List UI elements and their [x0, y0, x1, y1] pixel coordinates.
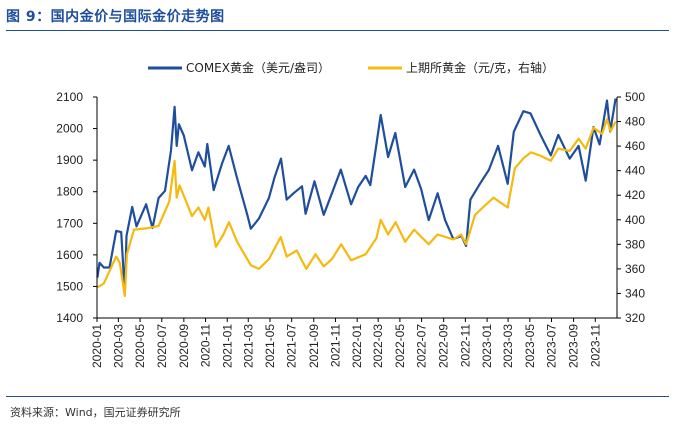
y-left-tick-label: 1700 — [56, 216, 83, 230]
x-tick-label: 2023-03 — [501, 324, 515, 368]
source-rule — [6, 396, 669, 397]
y-left-tick-label: 2000 — [56, 122, 83, 136]
shfe-gold-line — [96, 118, 617, 297]
x-tick-label: 2022-03 — [371, 324, 385, 368]
y-right-tick-label: 460 — [625, 139, 645, 153]
comex-gold-line — [96, 98, 617, 295]
y-right-tick-label: 380 — [625, 237, 645, 251]
x-tick-label: 2021-09 — [307, 324, 321, 368]
axes: 1400 1500 1600 1700 1800 1900 2000 2100 320 340 36… — [56, 90, 645, 368]
x-tick-label: 2021-01 — [220, 324, 234, 368]
y-left-tick-label: 1800 — [56, 185, 83, 199]
y-right-tick-label: 400 — [625, 213, 645, 227]
y-left-tick-label: 1400 — [56, 311, 83, 325]
y-right-tick-label: 340 — [625, 286, 645, 300]
x-tick-label: 2021-07 — [285, 324, 299, 368]
x-tick-label: 2020-07 — [155, 324, 169, 368]
x-tick-label: 2022-09 — [437, 324, 451, 368]
y-left-tick-label: 1500 — [56, 279, 83, 293]
line-chart: COMEX黄金（美元/盎司） 上期所黄金（元/克，右轴） 1400 1500 1600… — [56, 60, 645, 368]
figure-title: 图 9：国内金价与国际金价走势图 — [6, 9, 225, 25]
series-layer — [96, 98, 617, 297]
x-tick-label: 2022-11 — [458, 324, 472, 367]
x-tick-label: 2020-03 — [111, 324, 125, 368]
x-tick-label: 2020-11 — [199, 324, 213, 367]
x-tick-label: 2023-11 — [588, 324, 602, 367]
x-tick-label: 2023-01 — [480, 324, 494, 368]
legend-label: COMEX黄金（美元/盎司） — [186, 60, 330, 75]
x-tick-label: 2022-07 — [415, 324, 429, 368]
y-right-tick-label: 500 — [625, 90, 645, 104]
x-tick-label: 2022-01 — [350, 324, 364, 368]
x-tick-label: 2021-03 — [241, 324, 255, 368]
y-left-tick-label: 1900 — [56, 153, 83, 167]
title-rule — [6, 30, 669, 31]
x-tick-label: 2023-05 — [523, 324, 537, 368]
x-tick-label: 2020-01 — [90, 324, 104, 368]
legend-label: 上期所黄金（元/克，右轴） — [406, 60, 554, 75]
y-right-tick-label: 440 — [625, 164, 645, 178]
x-tick-label: 2020-05 — [133, 324, 147, 368]
y-right-tick-label: 480 — [625, 115, 645, 129]
y-right-tick-label: 420 — [625, 188, 645, 202]
y-right-tick-label: 360 — [625, 262, 645, 276]
y-left-tick-label: 2100 — [56, 90, 83, 104]
y-left-tick-label: 1600 — [56, 248, 83, 262]
y-right-tick-label: 320 — [625, 311, 645, 325]
source-note: 资料来源：Wind，国元证券研究所 — [10, 406, 181, 419]
x-tick-label: 2023-07 — [545, 324, 559, 368]
x-tick-label: 2021-11 — [329, 324, 343, 367]
x-tick-label: 2020-09 — [177, 324, 191, 368]
x-tick-label: 2021-05 — [263, 324, 277, 368]
legend: COMEX黄金（美元/盎司） 上期所黄金（元/克，右轴） — [148, 60, 554, 75]
x-tick-label: 2022-05 — [393, 324, 407, 368]
x-tick-label: 2023-09 — [567, 324, 581, 368]
